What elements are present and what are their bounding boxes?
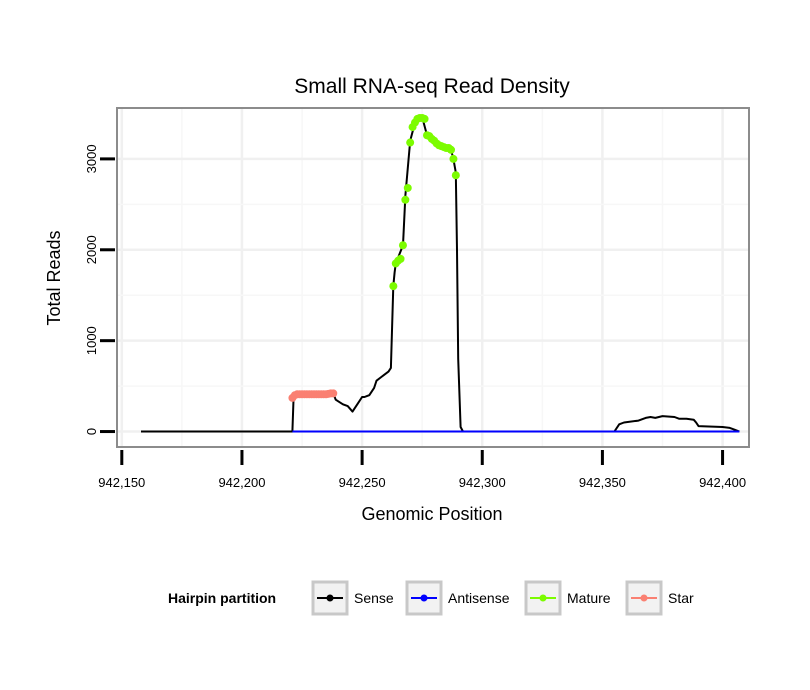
- mature-point: [447, 145, 456, 154]
- legend-label-mature: Mature: [567, 590, 611, 606]
- x-tick-label: 942,300: [459, 475, 506, 490]
- x-tick-label: 942,400: [699, 475, 746, 490]
- legend-label-sense: Sense: [354, 590, 394, 606]
- x-axis: 942,150 942,200 942,250 942,300 942,350 942,4…: [98, 450, 746, 490]
- plot-panel: [116, 107, 750, 448]
- legend-item-sense: Sense: [311, 580, 394, 616]
- series-star-points: [288, 389, 338, 402]
- grid-lines: [117, 108, 749, 447]
- series-mature-points: [389, 113, 460, 291]
- legend-dot-star: [640, 594, 648, 602]
- legend-title: Hairpin partition: [168, 590, 276, 606]
- legend-item-mature: Mature: [524, 580, 611, 616]
- x-tick-label: 942,350: [579, 475, 626, 490]
- mature-point: [398, 241, 407, 250]
- x-tick-label: 942,250: [339, 475, 386, 490]
- y-tick-label: 0: [84, 428, 99, 435]
- mature-point: [403, 183, 412, 192]
- mature-point: [420, 114, 429, 123]
- legend-dot-mature: [539, 594, 547, 602]
- mature-point: [449, 154, 458, 163]
- x-tick-label: 942,150: [98, 475, 145, 490]
- x-axis-label: Genomic Position: [361, 504, 502, 524]
- legend: Hairpin partition Sense Antisense Mature…: [168, 580, 694, 616]
- legend-item-star: Star: [625, 580, 694, 616]
- mature-point: [401, 195, 410, 204]
- plot-border: [116, 107, 750, 448]
- legend-label-antisense: Antisense: [448, 590, 510, 606]
- y-tick-label: 2000: [84, 235, 99, 264]
- y-tick-label: 3000: [84, 144, 99, 173]
- chart-title: Small RNA-seq Read Density: [294, 75, 570, 98]
- legend-dot-antisense: [420, 594, 428, 602]
- star-point: [329, 389, 338, 398]
- mature-point: [451, 171, 460, 180]
- legend-item-antisense: Antisense: [405, 580, 510, 616]
- series-layer: [141, 113, 740, 433]
- mature-point: [396, 254, 405, 263]
- legend-dot-sense: [326, 594, 334, 602]
- mature-point: [406, 138, 415, 147]
- y-axis: 0 1000 2000 3000: [84, 144, 115, 435]
- y-axis-label: Total Reads: [44, 230, 64, 325]
- legend-label-star: Star: [668, 590, 694, 606]
- mature-point: [389, 282, 398, 291]
- x-tick-label: 942,200: [218, 475, 265, 490]
- y-tick-label: 1000: [84, 326, 99, 355]
